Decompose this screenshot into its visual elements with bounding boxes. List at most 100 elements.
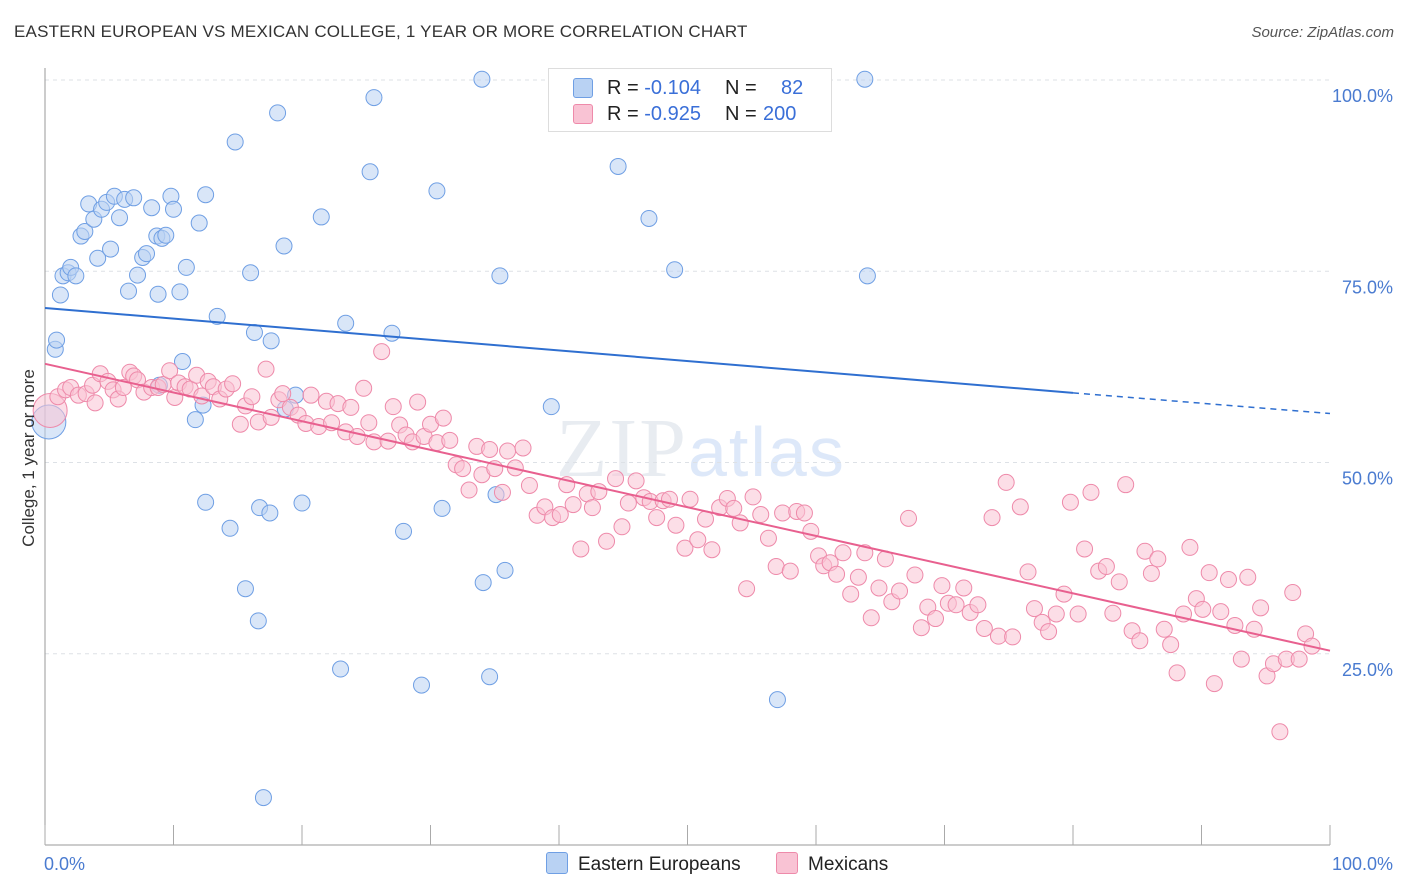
data-point <box>1271 723 1289 741</box>
data-point <box>1004 628 1022 646</box>
data-point <box>120 282 138 300</box>
data-point <box>231 415 249 433</box>
data-point <box>1047 605 1065 623</box>
data-point <box>257 360 275 378</box>
data-point <box>1252 599 1270 617</box>
data-point <box>173 353 191 371</box>
x-tick-label: 0.0% <box>44 854 85 874</box>
x-tick-label: 100.0% <box>1332 854 1393 874</box>
y-axis-label: College, 1 year or more <box>19 369 38 547</box>
data-point <box>744 488 762 506</box>
data-point <box>102 240 120 258</box>
data-point <box>177 258 195 276</box>
data-point <box>1219 571 1237 589</box>
data-point <box>361 163 379 181</box>
data-point <box>274 385 292 403</box>
data-point <box>384 398 402 416</box>
data-point <box>1019 563 1037 581</box>
data-point <box>360 414 378 432</box>
data-point <box>598 532 616 550</box>
data-point <box>856 544 874 562</box>
legend-r-label: R = <box>607 77 639 99</box>
data-point <box>275 237 293 255</box>
data-point <box>409 393 427 411</box>
data-point <box>197 186 215 204</box>
data-point <box>1025 600 1043 618</box>
trend-line-mexicans <box>44 362 1331 652</box>
bottom-legend-mexicans: Mexicans <box>776 852 888 876</box>
bottom-legend-swatch-pink <box>776 852 798 874</box>
legend-n-label: N = <box>725 77 757 99</box>
data-point <box>681 490 699 508</box>
y-tick-label: 75.0% <box>1342 277 1393 297</box>
legend-n-label: N = <box>725 103 757 125</box>
data-point <box>190 214 208 232</box>
data-point <box>242 264 260 282</box>
data-point <box>955 579 973 597</box>
data-point <box>1061 493 1079 511</box>
y-tick-label: 25.0% <box>1342 660 1393 680</box>
data-point <box>609 157 627 175</box>
data-point <box>149 285 167 303</box>
data-point <box>551 506 569 524</box>
data-point <box>1104 604 1122 622</box>
data-point <box>434 409 452 427</box>
data-point <box>269 104 287 122</box>
data-point <box>703 541 721 559</box>
trend-line-eastern-europeans <box>44 306 1074 394</box>
data-point <box>1136 542 1154 560</box>
data-point <box>171 283 189 301</box>
bottom-legend-swatch-blue <box>546 852 568 874</box>
data-point <box>858 267 876 285</box>
data-point <box>564 496 582 514</box>
data-point <box>1097 558 1115 576</box>
data-point <box>834 544 852 562</box>
watermark-atlas: atlas <box>688 413 846 491</box>
trend-lines <box>44 306 1331 652</box>
legend-n-value: 82 <box>781 77 804 99</box>
data-point <box>428 182 446 200</box>
data-point <box>433 499 451 517</box>
source-credit: Source: ZipAtlas.com <box>1251 24 1394 41</box>
data-point <box>927 610 945 628</box>
data-point <box>983 509 1001 527</box>
data-point <box>312 208 330 226</box>
data-point <box>243 388 261 406</box>
data-point <box>676 539 694 557</box>
data-point <box>460 481 478 499</box>
data-point <box>138 245 156 263</box>
data-point <box>1181 538 1199 556</box>
data-point <box>1205 675 1223 693</box>
data-point <box>161 362 179 380</box>
data-point <box>114 379 132 397</box>
data-point <box>828 565 846 583</box>
data-point <box>302 386 320 404</box>
data-point <box>454 460 472 478</box>
data-point <box>1194 600 1212 618</box>
data-point <box>1131 632 1149 650</box>
data-point <box>48 331 66 349</box>
data-point <box>738 580 756 598</box>
data-point <box>613 518 631 536</box>
data-point <box>1162 636 1180 654</box>
data-point <box>413 676 431 694</box>
data-point <box>912 619 930 637</box>
data-point <box>1232 650 1250 668</box>
data-point <box>891 582 909 600</box>
data-point <box>947 596 965 614</box>
data-point <box>67 267 85 285</box>
bottom-legend-eastern-europeans: Eastern Europeans <box>546 852 741 876</box>
chart-title: EASTERN EUROPEAN VS MEXICAN COLLEGE, 1 Y… <box>14 22 748 41</box>
data-point <box>337 314 355 332</box>
data-point <box>1069 605 1087 623</box>
data-point <box>342 398 360 416</box>
axes <box>44 68 1331 846</box>
data-point <box>1290 650 1308 668</box>
data-point <box>583 499 601 517</box>
data-point <box>900 509 918 527</box>
data-point <box>619 494 637 512</box>
data-point <box>86 394 104 412</box>
data-point <box>474 574 492 592</box>
data-point <box>572 540 590 558</box>
